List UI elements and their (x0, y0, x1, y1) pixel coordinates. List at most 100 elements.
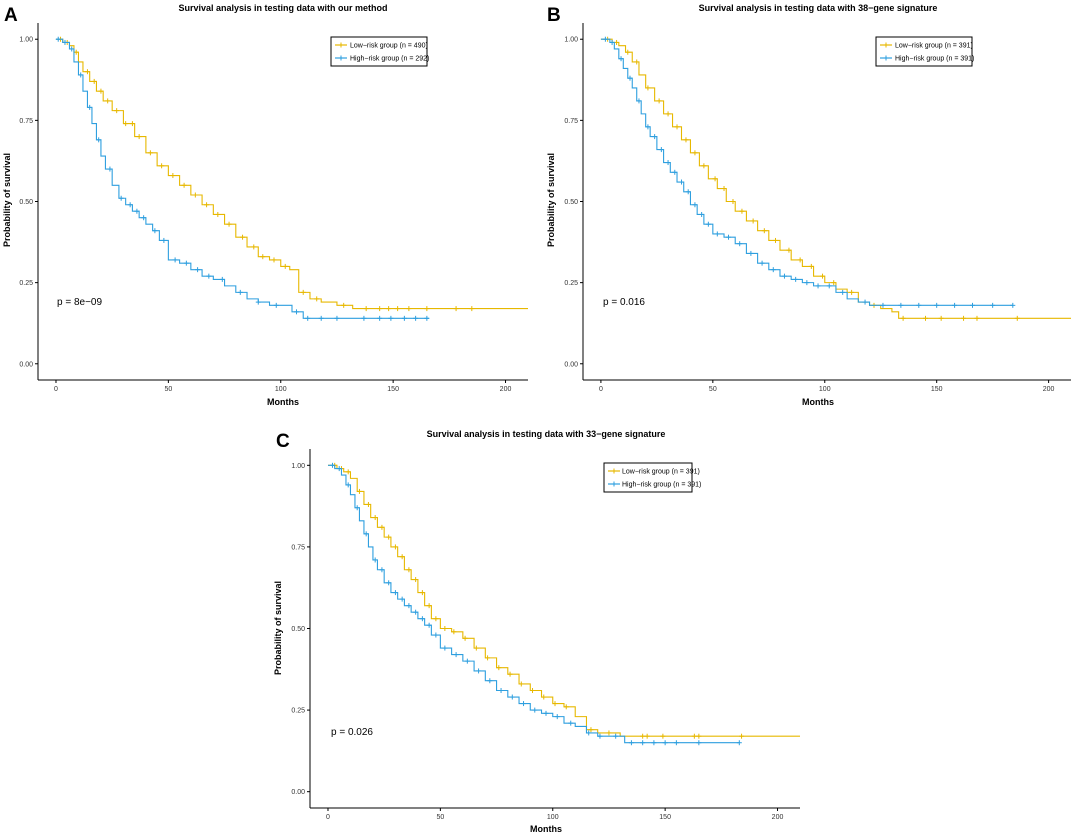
censor-mark-high-c (399, 596, 405, 602)
legend-b: Low−risk group (n = 391) High−risk group… (875, 36, 974, 67)
censor-mark-high-b (705, 221, 711, 227)
censor-mark-low-c (660, 733, 666, 739)
censor-mark-high-b (672, 169, 678, 175)
censor-mark-low-a (192, 192, 198, 198)
censor-mark-high-a (78, 72, 84, 78)
censor-mark-high-a (161, 237, 167, 243)
censor-mark-low-c (386, 534, 392, 540)
censor-mark-low-b (614, 39, 620, 45)
censor-mark-high-a (172, 257, 178, 263)
censor-mark-high-a (152, 228, 158, 234)
y-axis-label-b: Probability of survival (546, 153, 556, 247)
censor-mark-high-a (134, 208, 140, 214)
censor-mark-low-c (451, 629, 457, 635)
censor-mark-high-a (318, 315, 324, 321)
censor-mark-low-a (129, 121, 135, 127)
censor-mark-high-a (401, 315, 407, 321)
censor-mark-low-a (147, 150, 153, 156)
censor-mark-high-a (127, 202, 133, 208)
x-tick-label-c: 100 (547, 814, 559, 821)
censor-mark-high-b (678, 179, 684, 185)
panel-b: B Survival analysis in testing data with… (546, 3, 1071, 407)
censor-mark-high-c (419, 616, 425, 622)
censor-mark-low-c (644, 733, 650, 739)
censor-mark-high-c (696, 740, 702, 746)
legend-c: Low−risk group (n = 391) High−risk group… (603, 462, 701, 493)
survival-curve-low-a (55, 38, 528, 310)
censor-mark-low-a (215, 211, 221, 217)
censor-mark-low-a (469, 306, 475, 312)
x-axis-label-b: Months (802, 397, 834, 407)
censor-mark-low-a (226, 221, 232, 227)
censor-mark-high-c (543, 710, 549, 716)
censor-mark-high-c (498, 688, 504, 694)
censor-mark-high-b (748, 250, 754, 256)
censor-mark-low-c (485, 655, 491, 661)
chart-title-a: Survival analysis in testing data with o… (178, 3, 387, 13)
y-tick-label-c: 1.00 (291, 463, 305, 470)
censor-mark-high-b (840, 289, 846, 295)
censor-mark-low-c (496, 665, 502, 671)
censor-mark-low-b (761, 228, 767, 234)
censor-mark-low-b (786, 247, 792, 253)
censor-mark-low-c (426, 603, 432, 609)
survival-curve-high-b (600, 38, 1013, 306)
y-tick-label-c: 0.25 (291, 708, 305, 715)
censor-mark-high-b (636, 98, 642, 104)
x-tick-label-a: 50 (164, 386, 172, 393)
censor-mark-low-c (433, 616, 439, 622)
censor-mark-high-b (685, 189, 691, 195)
censor-mark-high-c (386, 580, 392, 586)
p-value-a: p = 8e−09 (57, 297, 102, 308)
x-tick-label-a: 150 (387, 386, 399, 393)
censor-mark-low-b (974, 315, 980, 321)
censor-mark-high-b (804, 280, 810, 286)
x-tick-label-b: 0 (599, 386, 603, 393)
censor-mark-low-a (91, 78, 97, 84)
censor-mark-low-c (541, 694, 547, 700)
censor-mark-low-b (692, 150, 698, 156)
censor-mark-high-c (586, 730, 592, 736)
censor-mark-low-b (922, 315, 928, 321)
censor-mark-high-b (618, 56, 624, 62)
censor-mark-high-a (388, 315, 394, 321)
panel-letter-b: B (547, 5, 561, 26)
censor-mark-low-b (1014, 315, 1020, 321)
censor-mark-high-b (898, 302, 904, 308)
censor-mark-low-b (961, 315, 967, 321)
censor-mark-high-c (354, 505, 360, 511)
censor-mark-low-a (363, 306, 369, 312)
censor-mark-low-c (739, 733, 745, 739)
y-tick-label-b: 0.25 (564, 280, 578, 287)
censor-mark-high-a (183, 260, 189, 266)
censor-mark-low-c (691, 733, 697, 739)
censor-mark-high-c (426, 622, 432, 628)
p-value-b: p = 0.016 (603, 297, 645, 308)
survival-curve-low-b (600, 38, 1071, 319)
censor-mark-high-c (372, 557, 378, 563)
censor-mark-high-a (206, 273, 212, 279)
censor-mark-low-b (625, 49, 631, 55)
censor-mark-low-b (665, 111, 671, 117)
censor-mark-low-b (900, 315, 906, 321)
censor-mark-high-b (990, 302, 996, 308)
censor-mark-high-a (237, 289, 243, 295)
plot-area-b: 0 50 100 150 200 0.00 0.25 0.50 0.75 1.00 (564, 23, 1071, 393)
censor-mark-high-c (406, 603, 412, 609)
censor-mark-low-a (181, 182, 187, 188)
censor-mark-high-b (714, 231, 720, 237)
censor-mark-high-b (1010, 302, 1016, 308)
censor-mark-high-a (87, 104, 93, 110)
panel-letter-c: C (276, 431, 290, 452)
censor-mark-high-c (392, 590, 398, 596)
x-tick-label-c: 0 (326, 814, 330, 821)
y-axis-label-a: Probability of survival (2, 153, 12, 247)
censor-mark-high-a (293, 309, 299, 315)
censor-mark-high-c (673, 740, 679, 746)
chart-title-c: Survival analysis in testing data with 3… (427, 429, 666, 439)
censor-mark-high-c (363, 531, 369, 537)
censor-mark-high-c (613, 733, 619, 739)
plot-area-a: 0 50 100 150 200 0.00 0.25 0.50 0.75 1.00 (19, 23, 528, 393)
censor-mark-low-c (696, 733, 702, 739)
